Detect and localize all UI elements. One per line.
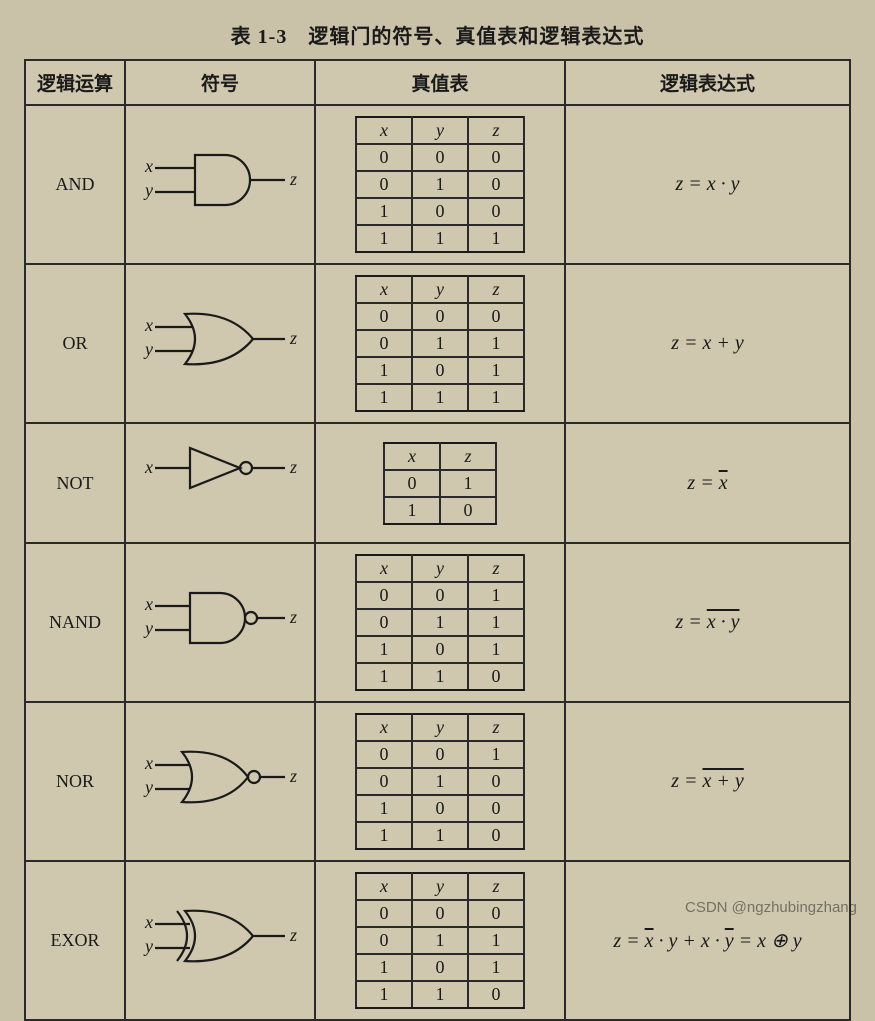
svg-text:z: z [289,766,297,786]
svg-text:x: x [144,594,153,614]
svg-text:y: y [143,618,153,638]
svg-text:x: x [144,156,153,176]
svg-text:y: y [143,936,153,956]
expr-nand: z = x · y [565,543,850,702]
col-header-sym: 符号 [125,60,315,105]
truthtable-and: xyz 000 010 100 111 [315,105,565,264]
opname-not: NOT [25,423,125,543]
opname-exor: EXOR [25,861,125,1020]
symbol-nor: x y z [125,702,315,861]
and-gate-icon: x y z [135,130,305,230]
nand-gate-icon: x y z [135,568,305,668]
exor-gate-icon: x y z [135,886,305,986]
opname-nor: NOR [25,702,125,861]
svg-text:x: x [144,753,153,773]
col-header-tt: 真值表 [315,60,565,105]
truthtable-or: xyz 000 011 101 111 [315,264,565,423]
nor-gate-icon: x y z [135,727,305,827]
svg-text:z: z [289,169,297,189]
svg-text:x: x [144,457,153,477]
svg-text:z: z [289,457,297,477]
svg-text:x: x [144,315,153,335]
expr-exor: z = x · y + x · y = x ⊕ y [565,861,850,1020]
table-header-row: 逻辑运算 符号 真值表 逻辑表达式 [25,60,850,105]
truthtable-not: xz 01 10 [315,423,565,543]
not-gate-icon: x z [135,428,305,508]
logic-gates-table: 逻辑运算 符号 真值表 逻辑表达式 AND x [24,59,851,1021]
row-nand: NAND x y z [25,543,850,702]
or-gate-icon: x y z [135,289,305,389]
opname-and: AND [25,105,125,264]
svg-text:y: y [143,777,153,797]
row-and: AND x y z [25,105,850,264]
svg-text:y: y [143,180,153,200]
opname-nand: NAND [25,543,125,702]
symbol-and: x y z [125,105,315,264]
opname-or: OR [25,264,125,423]
truthtable-nor: xyz 001 010 100 110 [315,702,565,861]
expr-nor: z = x + y [565,702,850,861]
expr-or: z = x + y [565,264,850,423]
svg-text:y: y [143,339,153,359]
row-not: NOT x z x z [25,423,850,543]
svg-text:z: z [289,607,297,627]
row-or: OR x y z [25,264,850,423]
symbol-exor: x y z [125,861,315,1020]
truthtable-nand: xyz 001 011 101 110 [315,543,565,702]
truthtable-exor: xyz 000 011 101 110 [315,861,565,1020]
row-nor: NOR x y z [25,702,850,861]
watermark: CSDN @ngzhubingzhang [685,899,857,916]
symbol-or: x y z [125,264,315,423]
col-header-expr: 逻辑表达式 [565,60,850,105]
svg-text:z: z [289,328,297,348]
col-header-op: 逻辑运算 [25,60,125,105]
symbol-nand: x y z [125,543,315,702]
expr-not: z = x [565,423,850,543]
svg-text:z: z [289,925,297,945]
row-exor: EXOR x y z [25,861,850,1020]
symbol-not: x z [125,423,315,543]
expr-and: z = x · y [565,105,850,264]
table-caption: 表 1-3 逻辑门的符号、真值表和逻辑表达式 [24,20,851,49]
svg-text:x: x [144,912,153,932]
